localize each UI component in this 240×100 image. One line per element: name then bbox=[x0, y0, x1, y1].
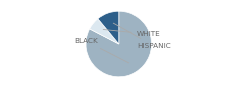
Wedge shape bbox=[90, 19, 119, 44]
Text: WHITE: WHITE bbox=[103, 30, 161, 37]
Wedge shape bbox=[86, 11, 152, 77]
Wedge shape bbox=[98, 11, 119, 44]
Text: HISPANIC: HISPANIC bbox=[113, 23, 171, 49]
Text: BLACK: BLACK bbox=[75, 38, 129, 63]
